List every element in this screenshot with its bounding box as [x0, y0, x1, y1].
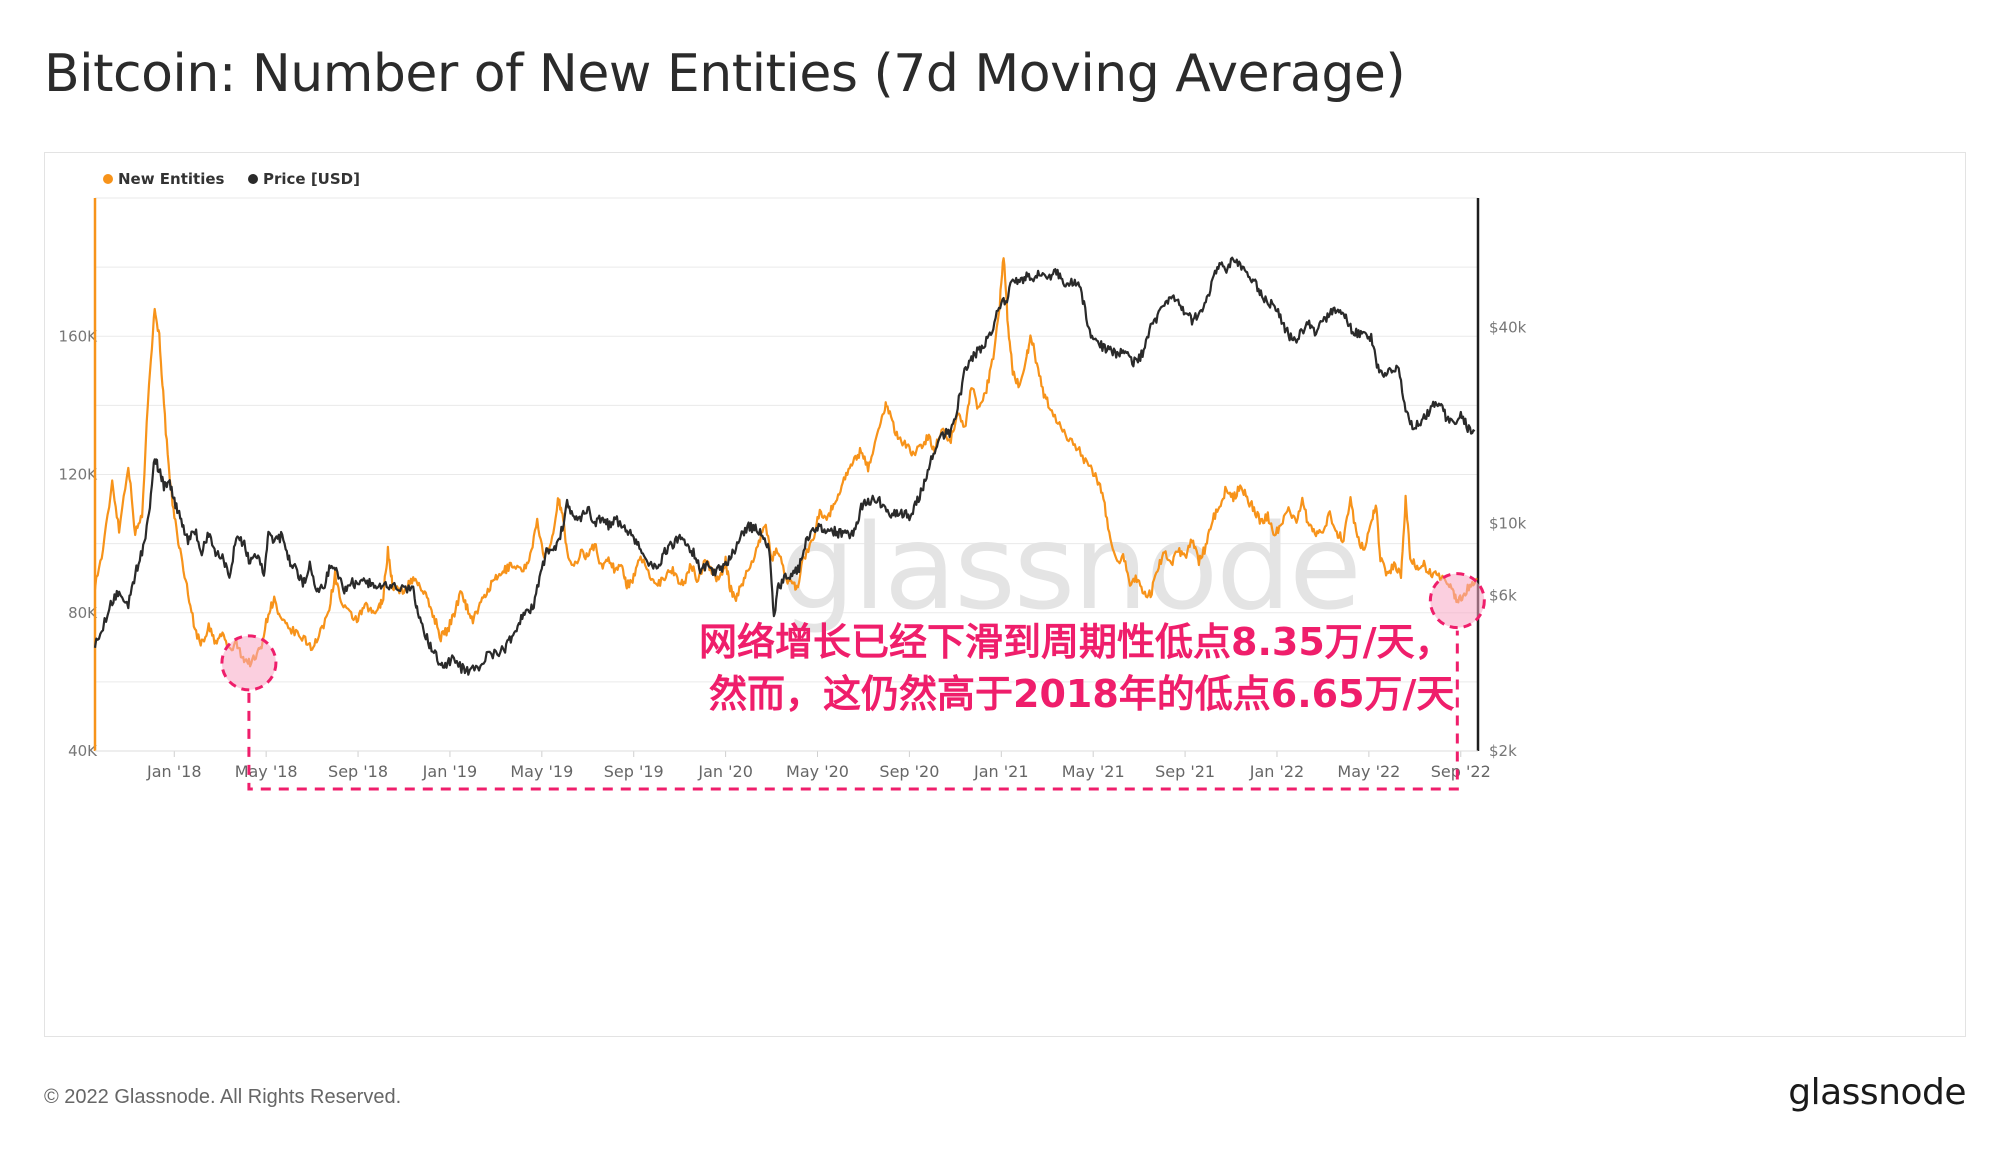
x-axis-tick-label: May '19: [510, 762, 573, 781]
series-line-price: [93, 256, 1476, 676]
x-axis-tick-label: May '18: [235, 762, 298, 781]
right-axis-tick-label: $40k: [1489, 319, 1527, 337]
x-axis-tick-label: Sep '22: [1431, 762, 1491, 781]
x-axis-tick-label: Jan '22: [1249, 762, 1305, 781]
legend-entry-price: Price [USD]: [263, 170, 360, 188]
legend-entry-new-entities: New Entities: [118, 170, 225, 188]
copyright-text: © 2022 Glassnode. All Rights Reserved.: [44, 1086, 402, 1108]
x-axis-tick-label: Jan '21: [973, 762, 1029, 781]
x-axis-tick-label: Jan '18: [146, 762, 202, 781]
x-axis-tick-label: May '22: [1337, 762, 1400, 781]
x-axis-tick-label: Jan '20: [697, 762, 753, 781]
x-axis-tick-label: Jan '19: [422, 762, 478, 781]
left-axis-tick-label: 40K: [68, 742, 98, 760]
x-axis-tick-label: Sep '21: [1155, 762, 1215, 781]
page-title: Bitcoin: Number of New Entities (7d Movi…: [44, 44, 1406, 104]
watermark: glassnode: [780, 498, 1359, 636]
x-axis-tick-label: Sep '19: [604, 762, 664, 781]
annotation-low-circle-1: [220, 634, 278, 692]
annotation-text-line-2: 然而，这仍然高于2018年的低点6.65万/天: [709, 672, 1454, 716]
right-axis-tick-label: $2k: [1489, 742, 1517, 760]
left-axis-tick-label: 80K: [68, 604, 98, 622]
left-axis-tick-label: 120K: [59, 466, 99, 484]
brand-logo[interactable]: glassnode: [1788, 1072, 1966, 1113]
left-axis-tick-label: 160K: [59, 327, 99, 345]
annotation-low-circle-2: [1428, 572, 1486, 630]
chart: glassnode 40K 80K 120K 160K $2k $6k $10k $40k Ja…: [59, 170, 1527, 791]
right-axis-tick-label: $6k: [1489, 587, 1517, 605]
x-axis-tick-label: May '20: [786, 762, 849, 781]
x-axis-tick-label: Sep '18: [328, 762, 388, 781]
legend-marker: [103, 174, 113, 184]
x-axis-tick-label: May '21: [1062, 762, 1125, 781]
chart-panel: glassnode 40K 80K 120K 160K $2k $6k $10k $40k Ja…: [44, 152, 1966, 1037]
legend-marker: [248, 174, 258, 184]
right-axis-tick-label: $10k: [1489, 514, 1527, 532]
x-axis-tick-label: Sep '20: [879, 762, 939, 781]
annotation-text-line-1: 网络增长已经下滑到周期性低点8.35万/天，: [699, 620, 1453, 664]
